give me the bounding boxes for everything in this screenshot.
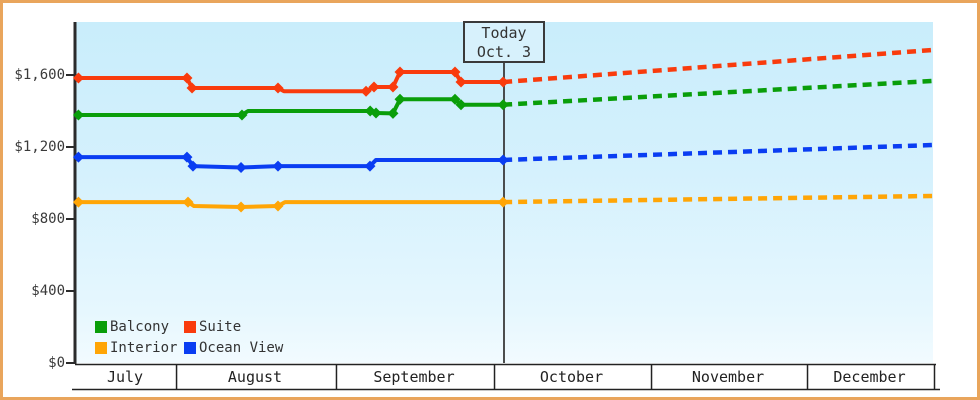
legend: Balcony Suite Interior Ocean View bbox=[95, 316, 283, 358]
marker-diamond-balcony bbox=[387, 107, 399, 119]
forecast-line-suite bbox=[502, 47, 934, 85]
y-axis-label: $0 bbox=[48, 354, 65, 371]
month-label-november: November bbox=[691, 368, 765, 386]
marker-diamond-suite bbox=[394, 66, 406, 78]
y-axis-label: $400 bbox=[31, 282, 65, 299]
today-date: Oct. 3 bbox=[476, 43, 532, 61]
marker-diamond-balcony bbox=[236, 109, 248, 121]
forecast-line-ocean-view bbox=[503, 142, 934, 163]
legend-item-interior: Interior bbox=[95, 337, 184, 358]
marker-diamond-ocean-view bbox=[497, 154, 509, 166]
legend-label: Ocean View bbox=[199, 339, 284, 356]
y-axis-label: $1,200 bbox=[14, 138, 65, 155]
legend-label: Interior bbox=[110, 339, 178, 356]
legend-swatch-icon bbox=[184, 320, 196, 333]
price-line-balcony bbox=[78, 97, 504, 117]
today-label: Today bbox=[481, 24, 527, 42]
marker-diamond-balcony bbox=[370, 107, 382, 119]
marker-diamond-interior bbox=[72, 196, 84, 208]
y-axis-label: $800 bbox=[31, 210, 65, 227]
legend-item-suite: Suite bbox=[184, 316, 283, 337]
month-label-september: September bbox=[373, 368, 455, 386]
marker-diamond-suite bbox=[455, 76, 467, 88]
legend-item-ocean-view: Ocean View bbox=[184, 337, 283, 358]
marker-diamond-suite bbox=[181, 72, 193, 84]
marker-diamond-ocean-view bbox=[181, 151, 193, 163]
marker-diamond-ocean-view bbox=[235, 162, 247, 174]
month-label-july: July bbox=[106, 368, 144, 386]
marker-diamond-suite bbox=[360, 85, 372, 97]
marker-diamond-balcony bbox=[497, 99, 509, 111]
marker-diamond-suite bbox=[72, 72, 84, 84]
legend-swatch-icon bbox=[95, 341, 107, 354]
month-label-august: August bbox=[227, 368, 283, 386]
marker-diamond-balcony bbox=[455, 99, 467, 111]
month-label-december: December bbox=[833, 368, 906, 386]
legend-swatch-icon bbox=[184, 341, 196, 354]
marker-diamond-balcony bbox=[72, 109, 84, 121]
marker-diamond-ocean-view bbox=[364, 160, 376, 172]
forecast-line-balcony bbox=[503, 78, 934, 107]
marker-diamond-interior bbox=[182, 196, 194, 208]
marker-diamond-suite bbox=[387, 81, 399, 93]
marker-diamond-suite bbox=[186, 82, 198, 94]
marker-diamond-balcony bbox=[394, 93, 406, 105]
marker-diamond-suite bbox=[449, 66, 461, 78]
marker-diamond-interior bbox=[235, 201, 247, 213]
month-label-october: October bbox=[539, 368, 604, 386]
price-line-interior bbox=[78, 200, 504, 209]
marker-diamond-interior bbox=[272, 200, 284, 212]
today-marker-box: Today Oct. 3 bbox=[463, 21, 545, 63]
price-line-ocean-view bbox=[78, 155, 504, 170]
marker-diamond-suite bbox=[272, 82, 284, 94]
marker-diamond-ocean-view bbox=[187, 160, 199, 172]
price-line-suite bbox=[78, 69, 504, 94]
legend-label: Suite bbox=[199, 318, 242, 335]
chart-canvas bbox=[66, 22, 940, 391]
marker-diamond-suite bbox=[497, 76, 509, 88]
marker-diamond-balcony bbox=[449, 93, 461, 105]
legend-label: Balcony bbox=[110, 318, 170, 335]
marker-diamond-ocean-view bbox=[272, 160, 284, 172]
legend-item-balcony: Balcony bbox=[95, 316, 184, 337]
forecast-line-interior bbox=[503, 193, 934, 205]
legend-swatch-icon bbox=[95, 320, 107, 333]
y-axis-label: $1,600 bbox=[14, 66, 65, 83]
marker-diamond-suite bbox=[368, 81, 380, 93]
marker-diamond-ocean-view bbox=[72, 151, 84, 163]
marker-diamond-interior bbox=[497, 196, 509, 208]
